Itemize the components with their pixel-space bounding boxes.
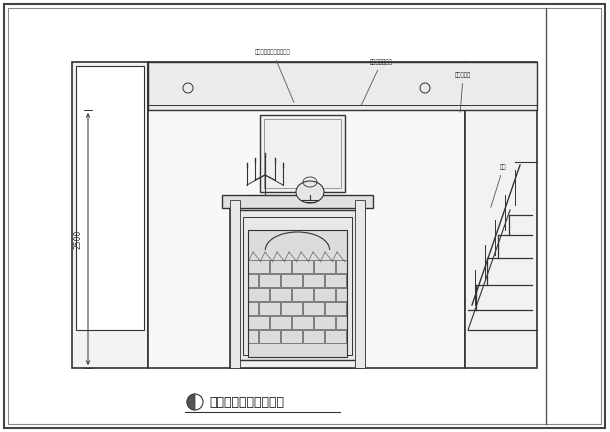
Bar [230,200,240,368]
Bar [270,316,291,329]
Bar [260,115,345,192]
Bar [72,62,148,368]
Bar [292,260,313,273]
Bar [148,62,465,368]
Bar [248,302,258,315]
Bar [292,288,313,301]
Bar [336,260,347,273]
Wedge shape [187,394,195,410]
Bar [325,274,346,287]
Bar [248,260,269,273]
Bar [314,260,335,273]
Bar [281,274,302,287]
Bar [76,66,144,330]
Bar [292,316,313,329]
Ellipse shape [296,181,324,203]
Text: 刷墙台三角头刷漆墙底水: 刷墙台三角头刷漆墙底水 [255,49,294,102]
Bar [314,288,335,301]
Bar [336,288,347,301]
Bar [222,195,373,208]
Bar [248,288,269,301]
Bar [148,62,537,110]
Bar [259,302,280,315]
Bar [314,316,335,329]
Text: 管罗比墙石: 管罗比墙石 [455,73,472,112]
Bar [248,274,258,287]
Bar [270,260,291,273]
Bar [259,330,280,343]
Bar [281,302,302,315]
Bar [281,330,302,343]
Bar [325,330,346,343]
Bar [243,217,352,355]
Text: 客厅楼梯处壁炉立面图: 客厅楼梯处壁炉立面图 [209,396,284,409]
Bar [303,302,324,315]
Bar [237,210,358,360]
Bar [325,302,346,315]
Bar [465,62,537,368]
Text: 2500: 2500 [73,229,82,249]
Bar [355,200,365,368]
Bar [336,316,347,329]
Text: 爵士台墙石台面: 爵士台墙石台面 [361,60,393,105]
Bar [248,230,347,357]
Bar [248,316,269,329]
Bar [248,330,258,343]
Bar [303,274,324,287]
Bar [264,119,341,188]
Bar [270,288,291,301]
Bar [230,200,365,368]
Text: 栏杆: 栏杆 [491,165,506,207]
Bar [259,274,280,287]
Bar [303,330,324,343]
